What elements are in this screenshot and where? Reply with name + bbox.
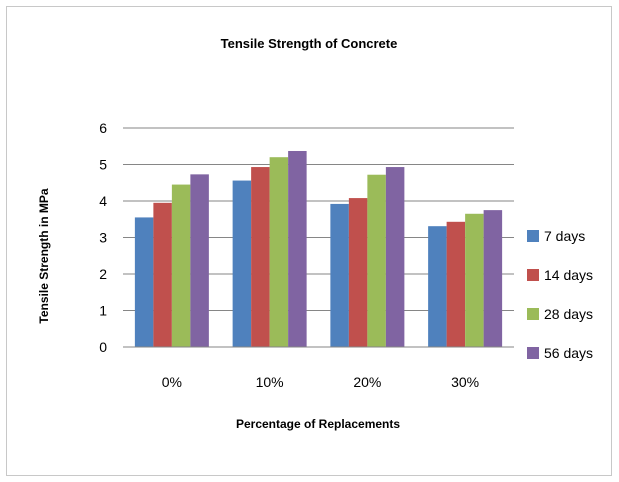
bar xyxy=(367,174,386,347)
x-tick-label: 20% xyxy=(353,374,381,390)
bar xyxy=(465,213,484,347)
chart-title: Tensile Strength of Concrete xyxy=(221,36,398,51)
y-tick-label: 2 xyxy=(99,266,107,282)
legend-swatch xyxy=(527,308,539,320)
y-tick-label: 5 xyxy=(99,157,107,173)
bar xyxy=(446,221,466,347)
bar xyxy=(288,150,307,347)
legend-swatch xyxy=(527,269,539,281)
x-tick-label: 30% xyxy=(451,374,479,390)
bar xyxy=(330,203,349,347)
x-tick-label: 0% xyxy=(162,374,182,390)
x-tick-label: 10% xyxy=(256,374,284,390)
y-axis-ticks: 0 1 2 3 4 5 6 xyxy=(99,120,107,355)
legend-label: 14 days xyxy=(544,267,593,283)
bar xyxy=(134,217,154,347)
legend-swatch xyxy=(527,230,539,242)
y-axis-title: Tensile Strength in MPa xyxy=(37,188,51,323)
bar xyxy=(190,174,209,347)
x-axis-ticks: 0% 10% 20% 30% xyxy=(162,374,479,390)
x-axis-title: Percentage of Replacements xyxy=(236,417,400,431)
bar xyxy=(428,226,447,347)
legend-label: 56 days xyxy=(544,345,593,361)
bar xyxy=(385,167,405,347)
bar xyxy=(153,202,172,347)
y-tick-label: 4 xyxy=(99,193,107,209)
bar xyxy=(251,167,270,347)
bar xyxy=(232,180,252,347)
y-tick-label: 0 xyxy=(99,339,107,355)
bar xyxy=(348,198,368,347)
y-tick-label: 3 xyxy=(99,230,107,246)
y-tick-label: 1 xyxy=(99,303,107,319)
chart-frame xyxy=(6,6,612,476)
legend-label: 28 days xyxy=(544,306,593,322)
bars xyxy=(134,150,503,347)
legend-label: 7 days xyxy=(544,228,585,244)
y-tick-label: 6 xyxy=(99,120,107,136)
bar xyxy=(483,210,503,347)
legend-swatch xyxy=(527,347,539,359)
legend: 7 days 14 days 28 days 56 days xyxy=(527,228,593,361)
bar xyxy=(171,184,191,347)
bar xyxy=(269,157,289,347)
